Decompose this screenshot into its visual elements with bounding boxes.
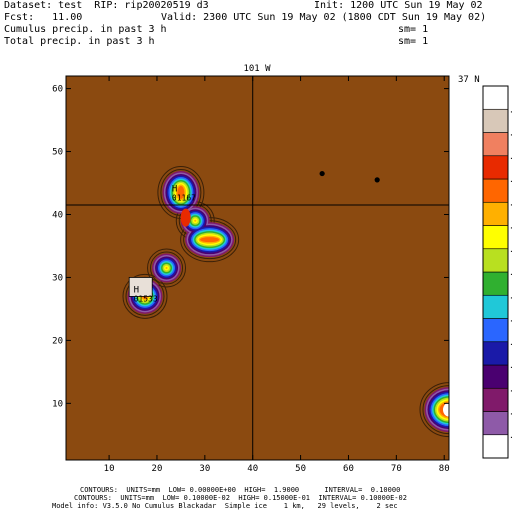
contour-band xyxy=(150,251,184,285)
plot-frame xyxy=(65,75,450,461)
colorbar-swatch xyxy=(482,341,509,366)
x-tick-label: 70 xyxy=(391,464,402,474)
colorbar-label: .01 xyxy=(509,222,512,231)
maximum-marker: H xyxy=(134,285,139,295)
colorbar-label: .002 xyxy=(509,408,512,417)
colorbar-swatch xyxy=(482,411,509,436)
init-time: Init: 1200 UTC Sun 19 May 02 xyxy=(314,0,483,11)
contour-band xyxy=(177,185,185,199)
colorbar-swatch xyxy=(482,108,509,133)
precip-contours xyxy=(122,165,449,438)
footer-contours-2: CONTOURS: UNITS=mm LOW= 0.10000E-02 HIGH… xyxy=(74,494,407,502)
colorbar-swatch xyxy=(482,387,509,412)
forecast-hour: Fcst: 11.00 xyxy=(4,12,83,23)
footer-contours-1: CONTOURS: UNITS=mm LOW= 0.00000E+00 HIGH… xyxy=(80,486,401,494)
colorbar-label: .007 xyxy=(509,291,512,300)
colorbar-swatch xyxy=(482,132,509,157)
top-label: 101 W xyxy=(243,64,271,74)
colorbar-swatch xyxy=(482,248,509,273)
field-name-total: Total precip. in past 3 h xyxy=(4,36,155,47)
precip-cell-main xyxy=(122,165,240,319)
colorbar-label: .012 xyxy=(509,175,512,184)
contour-band xyxy=(419,382,449,438)
right-label: 37 N xyxy=(458,75,480,85)
colorbar-swatch xyxy=(482,178,509,203)
core-north xyxy=(180,208,191,227)
contour-band xyxy=(147,248,187,288)
y-tick-label: 20 xyxy=(52,336,63,346)
colorbar-swatch xyxy=(482,201,509,226)
core-south xyxy=(128,277,153,297)
x-tick-label: 30 xyxy=(199,464,210,474)
y-tick-label: 50 xyxy=(52,148,63,158)
x-tick-label: 80 xyxy=(439,464,450,474)
colorbar: .001 .002 .003 .004 .005 .006 .007 .008 .009 .01.… xyxy=(482,85,512,459)
station-dot xyxy=(319,170,325,177)
footer-model-info: Model info: V3.5.0 No Cumulus Blackadar … xyxy=(52,502,398,510)
colorbar-label: .006 xyxy=(509,315,512,324)
colorbar-swatch xyxy=(482,318,509,343)
colorbar-frame xyxy=(482,85,509,459)
valid-time: Valid: 2300 UTC Sun 19 May 02 (1800 CDT … xyxy=(161,12,487,23)
x-tick-label: 10 xyxy=(104,464,115,474)
colorbar-label: .008 xyxy=(509,268,512,277)
contour-band xyxy=(422,385,449,435)
x-tick-label: 50 xyxy=(295,464,306,474)
plot-background xyxy=(66,76,449,460)
colorbar-label: .014 xyxy=(509,129,512,138)
x-tick-label: 20 xyxy=(152,464,163,474)
station-dot xyxy=(374,177,380,183)
colorbar-label: .004 xyxy=(509,361,512,370)
x-tick-label: 60 xyxy=(343,464,354,474)
smoothing-total: sm= 1 xyxy=(398,36,429,47)
field-name-cumulus: Cumulus precip. in past 3 h xyxy=(4,24,167,35)
core-corner xyxy=(443,402,449,417)
maximum-value: 01167 xyxy=(172,194,196,203)
colorbar-swatch xyxy=(482,85,509,110)
colorbar-label: .009 xyxy=(509,245,512,254)
axes: 10 20 30 40 50 60 70 80 10 20 30 40 50 60 xyxy=(52,76,450,474)
smoothing-cumulus: sm= 1 xyxy=(398,24,429,35)
dataset-line: Dataset: test RIP: rip20020519 d3 xyxy=(4,0,209,11)
colorbar-swatch xyxy=(482,155,509,180)
colorbar-label: .015 xyxy=(509,105,512,114)
contour-band xyxy=(180,217,240,263)
contour-band xyxy=(122,273,168,319)
colorbar-swatch xyxy=(482,294,509,319)
colorbar-label: .005 xyxy=(509,338,512,347)
colorbar-label: .001 xyxy=(509,431,512,440)
maximum-value: 01533 xyxy=(134,294,158,303)
colorbar-swatch xyxy=(482,271,509,296)
colorbar-swatch xyxy=(482,434,509,459)
colorbar-swatch xyxy=(482,225,509,250)
y-tick-label: 40 xyxy=(52,210,63,220)
colorbar-swatch xyxy=(482,364,509,389)
y-tick-label: 10 xyxy=(52,399,63,409)
y-tick-label: 60 xyxy=(52,85,63,95)
precip-cores xyxy=(128,208,449,417)
contour-band xyxy=(165,267,168,269)
colorbar-label: .013 xyxy=(509,152,512,161)
colorbar-label: .011 xyxy=(509,198,512,207)
maximum-marker: H xyxy=(172,185,177,195)
colorbar-label: .003 xyxy=(509,384,512,393)
contour-band xyxy=(200,237,220,243)
y-tick-label: 30 xyxy=(52,273,63,283)
contour-band xyxy=(194,219,197,222)
x-tick-label: 40 xyxy=(247,464,258,474)
